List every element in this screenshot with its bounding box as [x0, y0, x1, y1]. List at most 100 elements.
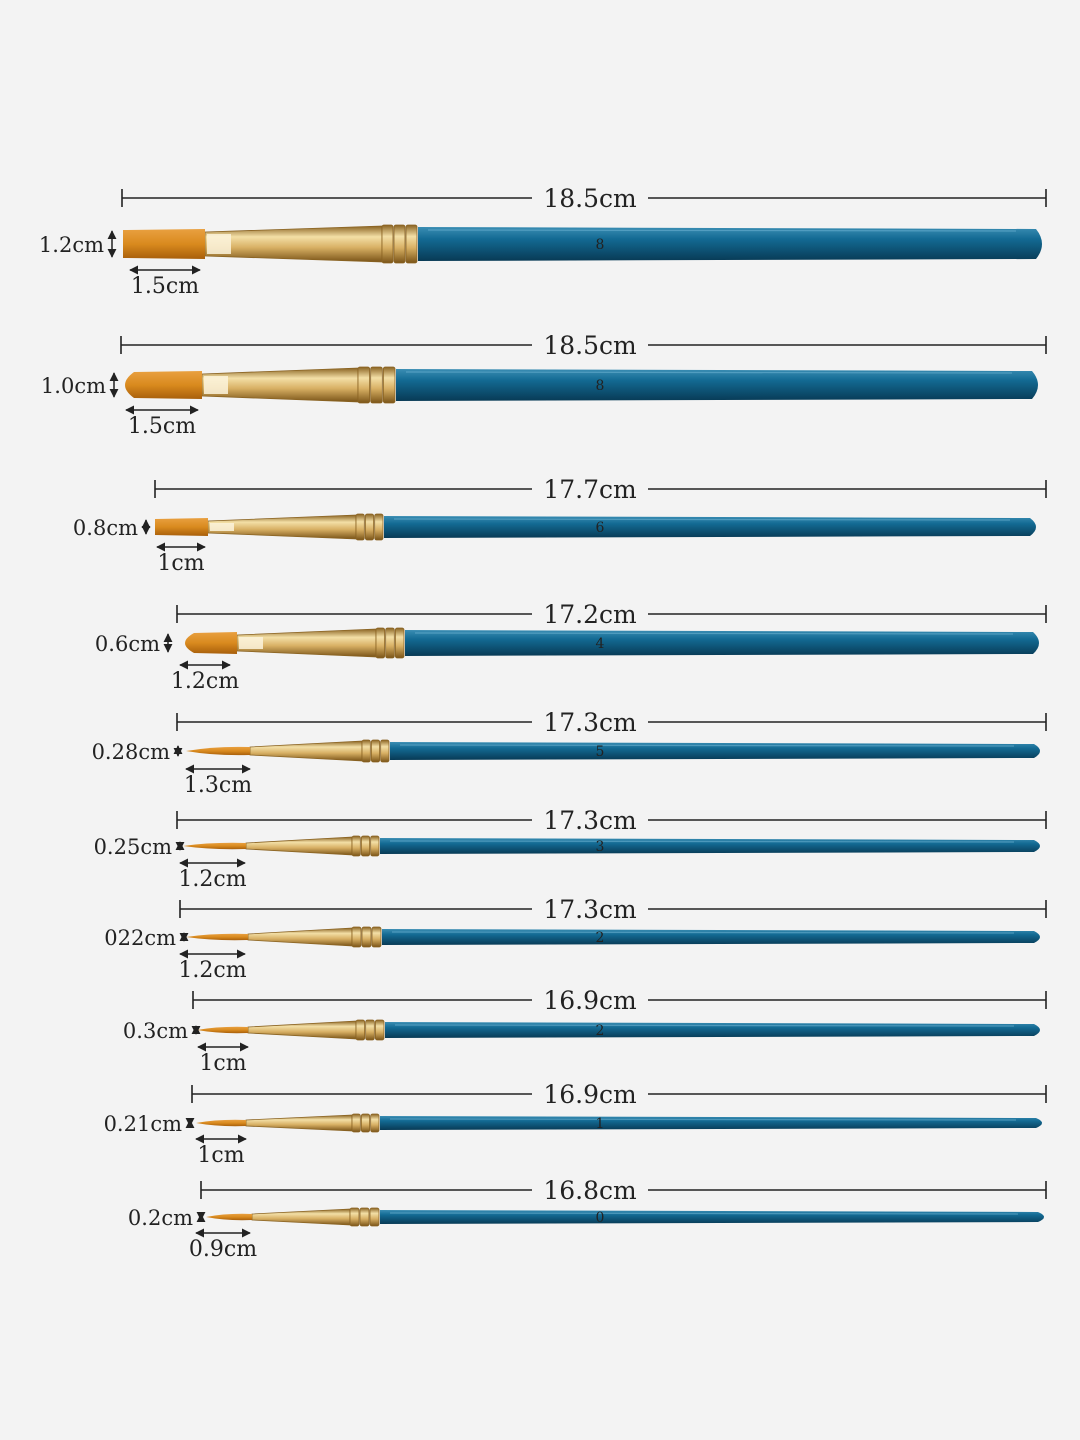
tip-length-label: 1cm: [197, 1143, 244, 1168]
length-label: 18.5cm: [543, 184, 637, 213]
brush-bristles: [123, 229, 205, 259]
handle-highlight: [394, 1024, 1015, 1027]
brush-bristles: [185, 632, 237, 654]
ferrule-crimp-ring: [374, 513, 384, 541]
brush-bristles: [186, 746, 250, 756]
length-label: 17.3cm: [543, 895, 637, 924]
ferrule-crimp-ring: [357, 366, 371, 404]
handle-number: 6: [596, 520, 605, 536]
width-label: 0.28cm: [92, 740, 171, 764]
handle-number: 0: [596, 1210, 605, 1226]
ferrule-crimp-ring: [370, 739, 381, 763]
width-label: 1.0cm: [41, 374, 106, 398]
brush-handle: [380, 838, 1040, 854]
brush-ferrule: [245, 836, 353, 856]
handle-highlight: [389, 840, 1015, 843]
tip-length-label: 1.2cm: [178, 867, 246, 892]
ferrule-crimp-ring: [351, 835, 361, 857]
handle-highlight: [393, 518, 1011, 521]
length-label: 16.9cm: [543, 1080, 637, 1109]
tip-length-label: 1cm: [199, 1051, 246, 1076]
ferrule-shine: [239, 637, 263, 649]
ferrule-crimp-ring: [385, 627, 395, 659]
ferrule-crimp-ring: [405, 224, 418, 264]
brush-bristles: [186, 933, 248, 941]
brush-ferrule: [245, 1114, 353, 1132]
handle-number: 3: [596, 839, 605, 855]
length-label: 17.3cm: [543, 708, 637, 737]
handle-highlight: [391, 931, 1015, 934]
brush-handle: [405, 630, 1039, 656]
length-label: 17.7cm: [543, 475, 637, 504]
handle-number: 4: [596, 636, 605, 652]
brush-row: 18.5cm 8 1.0cm 1.5cm: [41, 331, 1047, 439]
ferrule-crimp-ring: [375, 627, 386, 659]
ferrule-crimp-ring: [374, 1019, 385, 1041]
handle-highlight: [414, 632, 1014, 635]
brush-bristles: [125, 371, 202, 399]
width-label: 022cm: [104, 926, 176, 950]
length-label: 17.3cm: [543, 806, 637, 835]
ferrule-crimp-ring: [394, 627, 405, 659]
ferrule-crimp-ring: [381, 224, 394, 264]
width-label: 0.6cm: [95, 632, 160, 656]
width-label: 0.8cm: [73, 516, 138, 540]
ferrule-crimp-ring: [364, 513, 375, 541]
length-label: 16.8cm: [543, 1176, 637, 1205]
handle-number: 5: [596, 744, 605, 760]
brush-ferrule: [247, 927, 353, 947]
width-label: 0.25cm: [94, 835, 173, 859]
width-label: 0.2cm: [128, 1206, 193, 1230]
brush-handle: [380, 1210, 1044, 1224]
brush-handle: [385, 1022, 1040, 1038]
brush-bristles: [155, 518, 208, 536]
ferrule-crimp-ring: [370, 1113, 380, 1133]
ferrule-crimp-ring: [355, 1019, 366, 1041]
handle-highlight: [389, 1212, 1019, 1215]
brush-ferrule: [204, 225, 383, 263]
ferrule-crimp-ring: [380, 739, 390, 763]
length-label: 16.9cm: [543, 986, 637, 1015]
handle-highlight: [405, 371, 1013, 374]
ferrule-shine: [204, 376, 228, 394]
ferrule-crimp-ring: [355, 513, 365, 541]
handle-number: 8: [596, 237, 605, 253]
length-label: 17.2cm: [543, 600, 637, 629]
handle-highlight: [427, 229, 1017, 232]
brush-row: 16.8cm 0 0.2cm 0.9cm: [128, 1176, 1047, 1262]
length-label: 18.5cm: [543, 331, 637, 360]
ferrule-crimp-ring: [361, 926, 372, 948]
ferrule-crimp-ring: [360, 835, 371, 857]
brush-handle: [396, 369, 1038, 401]
brush-ferrule: [249, 740, 363, 762]
ferrule-crimp-ring: [361, 739, 371, 763]
ferrule-crimp-ring: [360, 1113, 371, 1133]
ferrule-crimp-ring: [382, 366, 396, 404]
ferrule-shine: [207, 234, 231, 254]
ferrule-crimp-ring: [351, 1113, 361, 1133]
ferrule-crimp-ring: [349, 1207, 360, 1227]
brush-ferrule: [247, 1020, 357, 1040]
ferrule-crimp-ring: [365, 1019, 375, 1041]
tip-length-label: 1.5cm: [128, 414, 196, 439]
ferrule-crimp-ring: [370, 366, 383, 404]
tip-length-label: 1.2cm: [178, 958, 246, 983]
brush-row: 16.9cm 2 0.3cm 1cm: [123, 986, 1047, 1076]
brush-bristles: [197, 1026, 248, 1034]
brush-bristles: [183, 842, 246, 850]
tip-length-label: 0.9cm: [189, 1237, 257, 1262]
brush-handle: [390, 742, 1040, 760]
handle-number: 2: [596, 1023, 605, 1039]
tip-length-label: 1cm: [157, 551, 204, 576]
brush-handle: [380, 1116, 1042, 1130]
width-label: 0.21cm: [104, 1112, 183, 1136]
width-label: 1.2cm: [39, 233, 104, 257]
brush-row: 18.5cm 8 1.2cm 1.5cm: [39, 184, 1047, 299]
ferrule-crimp-ring: [369, 1207, 380, 1227]
handle-number: 2: [596, 930, 605, 946]
brush-ferrule: [251, 1208, 351, 1226]
handle-highlight: [389, 1118, 1017, 1121]
brush-row: 17.2cm 4 0.6cm 1.2cm: [95, 600, 1047, 694]
